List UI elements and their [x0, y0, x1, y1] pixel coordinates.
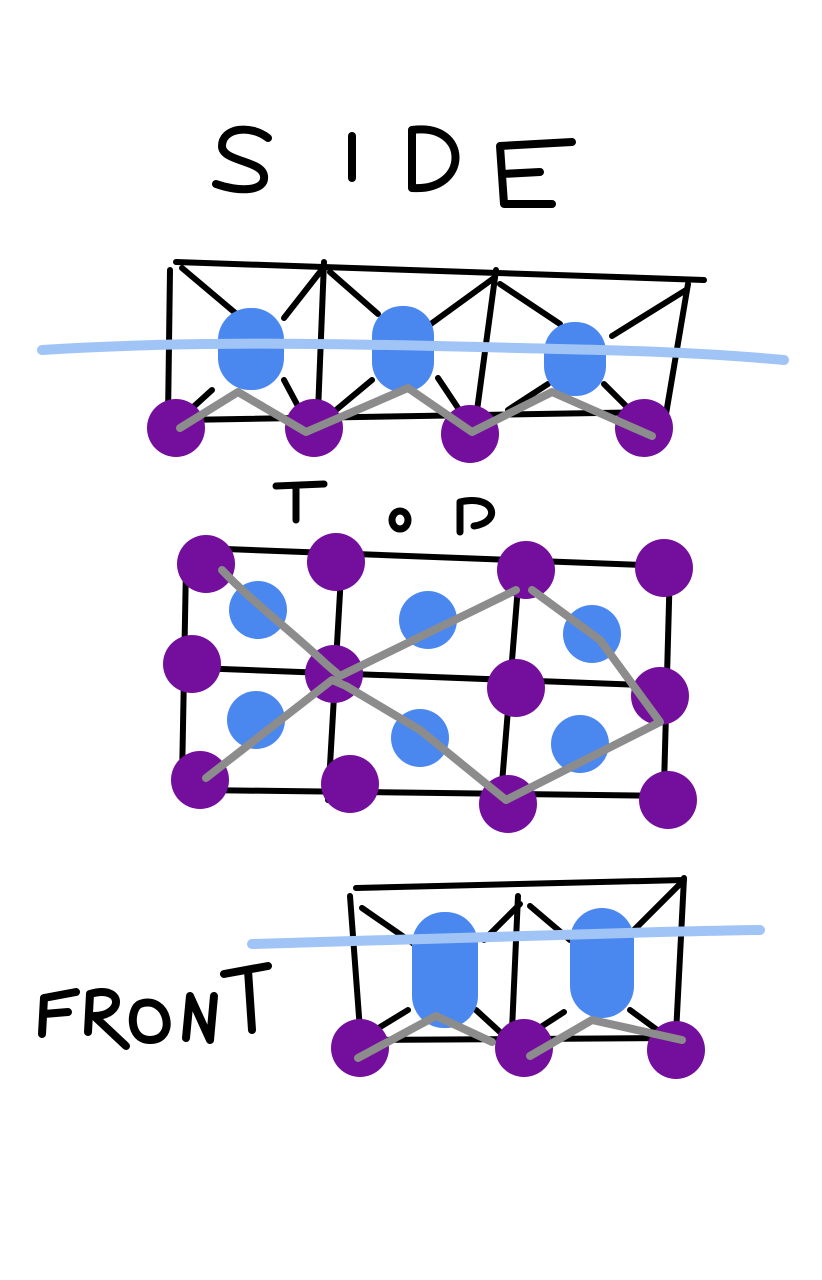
blue-atom-icon	[412, 912, 478, 1028]
purple-atom-icon	[163, 635, 221, 693]
purple-atom-icon	[639, 771, 697, 829]
front-blue-atoms	[412, 908, 634, 1028]
purple-atom-icon	[497, 541, 555, 599]
purple-atom-icon	[331, 1019, 389, 1077]
front-label-text: FRONT	[150, 1019, 154, 1021]
front-bond-chain	[354, 1012, 686, 1062]
purple-atom-icon	[321, 755, 379, 813]
purple-atom-icon	[631, 667, 689, 725]
side-bond-chain	[176, 384, 656, 440]
blue-atom-icon	[544, 322, 606, 396]
side-label: SIDE	[212, 125, 576, 208]
purple-atom-icon	[171, 751, 229, 809]
top-grid	[179, 545, 679, 811]
top-purple-atoms	[163, 533, 697, 833]
front-purple-atoms	[331, 1019, 705, 1079]
purple-atom-icon	[647, 1021, 705, 1079]
blue-atom-icon	[570, 908, 634, 1018]
side-plane-line	[37, 338, 789, 365]
top-label-text: Top	[380, 519, 382, 521]
purple-atom-icon	[635, 539, 693, 597]
front-grid	[347, 875, 687, 1043]
blue-atom-icon	[399, 591, 457, 649]
purple-atom-icon	[487, 659, 545, 717]
purple-atom-icon	[495, 1019, 553, 1077]
front-plane-line	[247, 925, 765, 949]
blue-atom-icon	[218, 308, 284, 390]
front-label: FRONT	[38, 962, 272, 1050]
side-label-text: SIDE	[400, 189, 403, 191]
top-view	[163, 533, 697, 833]
side-blue-atoms	[218, 306, 606, 396]
top-label: Top	[272, 480, 496, 536]
purple-atom-icon	[177, 535, 235, 593]
side-view	[37, 259, 789, 463]
purple-atom-icon	[307, 533, 365, 591]
blue-atom-icon	[227, 691, 285, 749]
top-bond-network	[202, 566, 664, 804]
front-view	[247, 875, 765, 1079]
purple-atom-icon	[615, 399, 673, 457]
